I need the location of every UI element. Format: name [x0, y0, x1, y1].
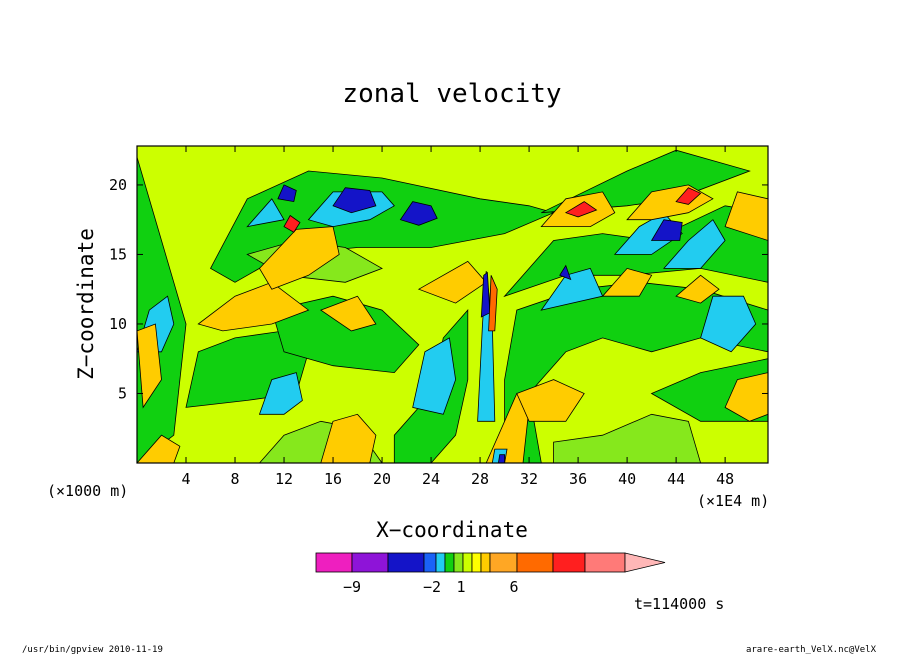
legend-swatch: [471, 552, 482, 573]
x-unit-right: (×1E4 m): [697, 492, 769, 510]
x-tick-label: 16: [324, 470, 342, 488]
contour-region: [319, 295, 377, 332]
contour-region: [258, 372, 303, 415]
y-tick-label: 20: [109, 176, 127, 194]
contour-region: [724, 372, 768, 422]
contour-region: [283, 214, 301, 233]
contour-region: [504, 281, 768, 463]
y-axis-label: Z−coordinate: [74, 228, 98, 380]
contour-region: [559, 264, 572, 281]
contour-region: [137, 323, 162, 409]
legend-label: −9: [343, 578, 361, 596]
contour-region: [540, 267, 604, 311]
legend-label: −2: [423, 578, 441, 596]
contour-region: [399, 201, 438, 226]
contour-region: [197, 281, 310, 332]
x-tick-label: 24: [422, 470, 440, 488]
contour-region: [480, 271, 491, 318]
legend-swatch: [489, 552, 518, 573]
contour-region: [601, 267, 653, 297]
contour-region: [277, 184, 297, 203]
contour-region: [675, 187, 702, 205]
footer-left: /usr/bin/gpview 2010-11-19: [22, 645, 163, 654]
contour-region: [271, 295, 420, 374]
contour-region: [488, 275, 498, 332]
contour-region: [700, 295, 757, 353]
footer-right: arare-earth_VelX.nc@VelX: [746, 645, 877, 654]
x-tick-label: 20: [373, 470, 391, 488]
legend-swatch: [315, 552, 353, 573]
legend-swatch: [444, 552, 455, 573]
contour-region: [650, 219, 683, 241]
legend-swatch: [480, 552, 491, 573]
contour-region: [137, 434, 181, 463]
legend-swatch: [462, 552, 473, 573]
x-unit-left: (×1000 m): [47, 482, 128, 500]
y-axis-ticks: 5 10 15 20: [109, 176, 768, 402]
x-axis-label: X−coordinate: [376, 518, 528, 542]
legend-label: 1: [456, 578, 465, 596]
legend-labels: −9 −2 1 6: [343, 578, 519, 596]
plot-frame: [136, 145, 769, 464]
contour-region: [320, 413, 377, 463]
legend-swatch: [435, 552, 446, 573]
contour-region: [412, 337, 457, 415]
y-tick-label: 5: [118, 384, 127, 402]
contour-region: [246, 198, 285, 228]
legend-swatch: [387, 552, 425, 573]
contour-region: [724, 191, 768, 241]
contour-region: [497, 454, 506, 463]
y-tick-label: 15: [109, 245, 127, 263]
x-tick-label: 44: [667, 470, 685, 488]
color-legend: [315, 552, 666, 573]
x-tick-label: 36: [569, 470, 587, 488]
chart-title: zonal velocity: [342, 79, 561, 109]
legend-swatch: [453, 552, 464, 573]
time-label: t=114000 s: [634, 595, 724, 613]
contour-region: [259, 226, 340, 290]
legend-swatch: [552, 552, 586, 573]
contour-region: [553, 413, 702, 463]
x-axis-ticks: 4 8 12 16 20 24 28 32 36 40 44 48: [181, 146, 734, 488]
x-tick-label: 48: [716, 470, 734, 488]
x-tick-label: 40: [618, 470, 636, 488]
legend-arrow: [624, 552, 666, 573]
contour-region: [564, 201, 598, 218]
x-tick-label: 12: [275, 470, 293, 488]
contour-region: [332, 187, 377, 214]
contour-region: [663, 219, 726, 269]
legend-swatch: [516, 552, 554, 573]
legend-swatch: [584, 552, 626, 573]
legend-swatch: [351, 552, 389, 573]
contour-region: [675, 274, 720, 304]
contour-regions: [137, 149, 768, 463]
y-tick-label: 10: [109, 315, 127, 333]
x-tick-label: 32: [520, 470, 538, 488]
x-tick-label: 8: [231, 470, 240, 488]
legend-label: 6: [509, 578, 518, 596]
contour-region: [516, 379, 585, 422]
x-tick-label: 4: [181, 470, 190, 488]
legend-swatch: [423, 552, 437, 573]
x-tick-label: 28: [471, 470, 489, 488]
